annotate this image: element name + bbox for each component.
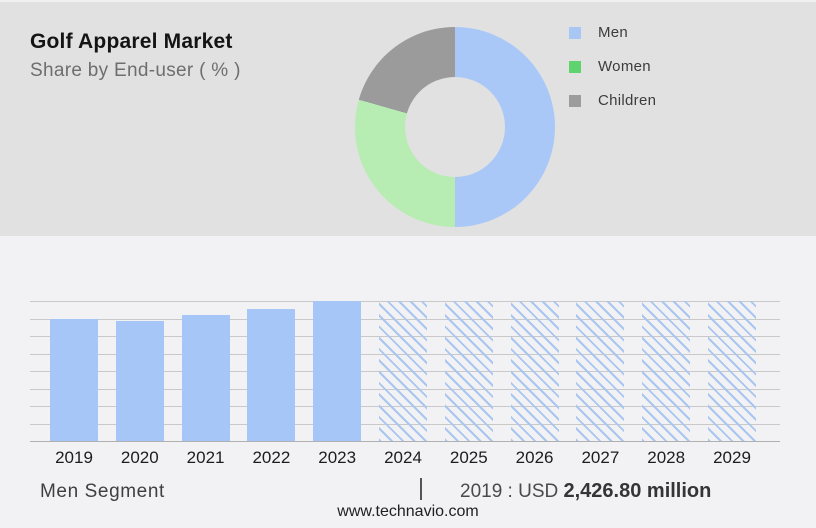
legend-swatch-children <box>569 94 581 107</box>
donut-legend: Men Women Children <box>569 24 657 128</box>
footer-separator: | <box>418 474 424 500</box>
x-label-2024: 2024 <box>384 448 422 467</box>
x-label-2023: 2023 <box>318 448 357 467</box>
x-label-2026: 2026 <box>515 448 554 467</box>
bar-2021 <box>181 315 230 441</box>
legend-item-children: Children <box>569 92 657 109</box>
bar-2029 <box>708 301 756 441</box>
bar-2020 <box>115 321 164 441</box>
x-label-2029: 2029 <box>713 448 751 467</box>
legend-swatch-women <box>569 60 581 73</box>
donut-hole <box>405 77 505 177</box>
x-label-2025: 2025 <box>449 448 488 467</box>
bar-2019 <box>50 319 98 441</box>
bar-2026 <box>510 301 559 441</box>
bar-2024 <box>379 301 427 441</box>
x-label-2021: 2021 <box>186 448 225 467</box>
x-axis-baseline <box>30 441 780 442</box>
segment-label: Men Segment <box>40 481 165 502</box>
legend-item-women: Women <box>569 58 656 75</box>
x-label-2027: 2027 <box>581 448 620 467</box>
bar-2027 <box>576 301 625 441</box>
value-prefix: 2019 : USD <box>460 481 564 502</box>
page-subtitle: Share by End-user ( % ) <box>30 60 241 81</box>
bar-2025 <box>444 301 493 441</box>
bar-2023 <box>313 301 362 441</box>
bar-2022 <box>247 309 296 441</box>
value-amount: 2,426.80 million <box>563 480 712 502</box>
legend-label-men: Men <box>598 24 629 41</box>
x-label-2019: 2019 <box>55 448 93 467</box>
donut-panel: Golf Apparel Market Share by End-user ( … <box>0 0 816 236</box>
legend-item-men: Men <box>569 24 656 41</box>
legend-label-women: Women <box>598 58 651 75</box>
page-title: Golf Apparel Market <box>30 30 233 53</box>
plot-area: 2019 2020 2021 2022 2023 2024 2025 2026 2027 2028… <box>30 301 780 467</box>
x-label-2020: 2020 <box>120 448 159 467</box>
x-label-2022: 2022 <box>252 448 291 467</box>
legend-label-children: Children <box>598 92 657 109</box>
donut-chart <box>355 27 555 227</box>
website-url: www.technavio.com <box>337 503 479 520</box>
legend-swatch-men <box>569 26 581 39</box>
value-line: 2019 : USD 2,426.80 million <box>460 480 711 503</box>
x-label-2028: 2028 <box>647 448 686 467</box>
bar-2028 <box>642 301 691 441</box>
